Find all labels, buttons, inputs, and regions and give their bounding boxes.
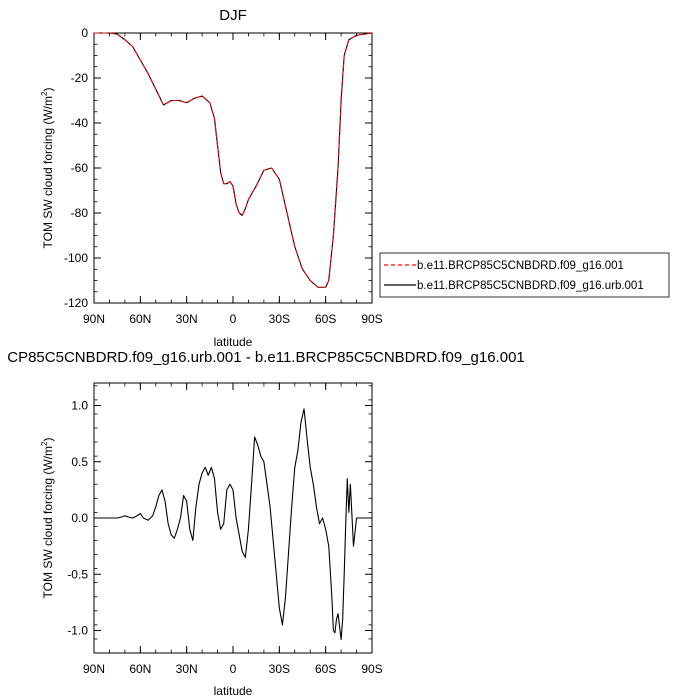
top-series-line-1	[94, 32, 373, 288]
top-panel: DJF 0 -20 -40 -60 -80 -100 -120 90N 60N 30N 0 30S 6…	[40, 7, 383, 349]
bottom-series-line-1	[94, 408, 372, 641]
top-ytick-label-1: -20	[71, 71, 89, 85]
bottom-series-lines	[94, 408, 372, 641]
bottom-ytick-label-0: 1.0	[71, 399, 88, 413]
bottom-ytick-label-2: 0.0	[71, 511, 88, 525]
bottom-xtick-label-0: 90N	[83, 662, 105, 676]
top-ytick-label-3: -60	[71, 161, 89, 175]
legend: b.e11.BRCP85C5CNBDRD.f09_g16.001 b.e11.B…	[379, 252, 670, 298]
top-ytick-label-0: 0	[81, 26, 88, 40]
bottom-xtick-label-6: 90S	[361, 662, 382, 676]
top-xtick-label-3: 0	[230, 312, 237, 326]
legend-label-series-2: b.e11.BRCP85C5CNBDRD.f09_g16.urb.001	[417, 280, 644, 292]
top-series-line-2	[94, 32, 373, 288]
top-ytick-label-5: -100	[64, 251, 88, 265]
top-xtick-label-2: 30N	[176, 312, 198, 326]
bottom-y-axis: 1.0 0.5 0.0 -0.5 -1.0	[67, 385, 372, 654]
top-xtick-label-5: 60S	[315, 312, 336, 326]
bottom-x-axis-label: latitude	[214, 684, 253, 698]
top-y-axis: 0 -20 -40 -60 -80 -100 -120	[64, 26, 372, 310]
bottom-plot-frame	[93, 382, 373, 654]
bottom-xtick-label-5: 60S	[315, 662, 336, 676]
top-xtick-label-0: 90N	[83, 312, 105, 326]
top-xtick-label-6: 90S	[361, 312, 382, 326]
bottom-ytick-label-1: 0.5	[71, 455, 88, 469]
legend-label-series-1: b.e11.BRCP85C5CNBDRD.f09_g16.001	[417, 260, 624, 272]
top-xtick-label-1: 60N	[129, 312, 151, 326]
top-x-axis-label: latitude	[214, 335, 253, 349]
top-chart-title: DJF	[219, 7, 247, 24]
top-series-lines	[94, 32, 373, 288]
bottom-chart-title: CP85C5CNBDRD.f09_g16.urb.001 - b.e11.BRC…	[7, 349, 525, 366]
top-xtick-label-4: 30S	[269, 312, 290, 326]
top-x-axis: 90N 60N 30N 0 30S 60S 90S	[83, 33, 383, 326]
bottom-xtick-label-4: 30S	[269, 662, 290, 676]
top-ytick-label-6: -120	[64, 296, 88, 310]
bottom-xtick-label-1: 60N	[129, 662, 151, 676]
legend-box	[379, 252, 670, 298]
bottom-panel: CP85C5CNBDRD.f09_g16.urb.001 - b.e11.BRC…	[7, 349, 525, 698]
top-y-axis-label: TOM SW cloud forcing (W/m2)	[40, 88, 55, 249]
bottom-xtick-label-3: 0	[230, 662, 237, 676]
bottom-xtick-label-2: 30N	[176, 662, 198, 676]
bottom-ytick-label-3: -0.5	[67, 567, 88, 581]
bottom-x-axis: 90N 60N 30N 0 30S 60S 90S	[83, 383, 383, 676]
top-ytick-label-2: -40	[71, 116, 89, 130]
bottom-y-axis-label: TOM SW cloud forcing (W/m2)	[40, 438, 55, 599]
top-ytick-label-4: -80	[71, 206, 89, 220]
bottom-ytick-label-4: -1.0	[67, 624, 88, 638]
